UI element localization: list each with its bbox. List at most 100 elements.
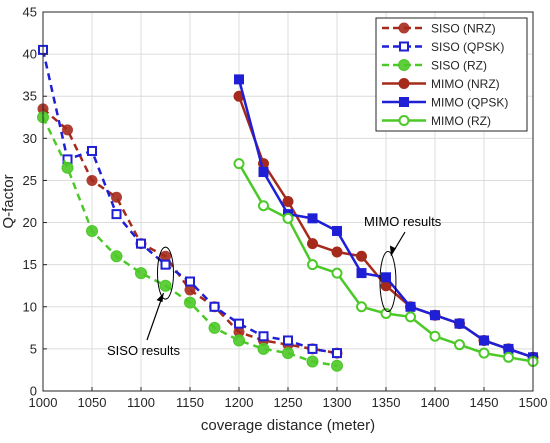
data-point (307, 343, 318, 354)
legend-label: SISO (NRZ) (431, 22, 496, 36)
siso-arrowhead (156, 293, 164, 303)
data-point (356, 268, 367, 279)
x-tick-label: 1150 (176, 395, 204, 410)
x-tick-label: 1050 (78, 395, 107, 410)
x-tick-label: 1250 (274, 395, 303, 410)
legend-label: SISO (QPSK) (431, 40, 504, 54)
series-2 (37, 111, 343, 372)
data-point (331, 359, 343, 372)
legend-label: MIMO (NRZ) (431, 77, 500, 91)
data-point (307, 259, 318, 271)
legend: SISO (NRZ) SISO (QPSK) SISO (RZ) MIMO (NRZ)… (375, 17, 528, 132)
data-point (503, 343, 514, 354)
data-point (429, 330, 441, 342)
mimo-annotation: MIMO results (364, 214, 442, 229)
data-point (331, 267, 343, 279)
data-point (110, 250, 123, 263)
data-point (184, 284, 196, 296)
data-point (479, 335, 489, 346)
data-point (62, 124, 73, 136)
legend-marker (398, 78, 410, 89)
data-point (208, 321, 221, 334)
y-axis-label: Q-factor (0, 174, 17, 228)
data-point (283, 335, 293, 346)
y-tick-label: 40 (23, 47, 37, 62)
x-tick-label: 1000 (29, 395, 58, 410)
series-4 (234, 74, 538, 363)
mimo-ellipse (379, 251, 397, 313)
data-point (405, 301, 416, 312)
series-1 (38, 44, 342, 359)
data-point (160, 250, 171, 262)
series-layer (37, 44, 539, 372)
data-point (478, 347, 490, 359)
data-point (503, 351, 514, 363)
data-point (209, 301, 220, 312)
data-point (307, 238, 318, 250)
data-point (258, 167, 269, 178)
annotations: SISO results MIMO results (107, 214, 442, 358)
data-point (282, 347, 294, 360)
x-tick-label: 1400 (421, 395, 450, 410)
y-tick-label: 5 (30, 341, 37, 356)
data-point (258, 331, 269, 342)
data-point (185, 276, 195, 287)
legend-marker (399, 41, 409, 52)
legend-item: MIMO (QPSK) (382, 96, 508, 110)
legend-item: SISO (RZ) (382, 59, 487, 73)
legend-item: SISO (NRZ) (382, 22, 496, 36)
y-tick-label: 25 (23, 173, 37, 188)
data-point (160, 259, 171, 270)
x-axis-label: coverage distance (meter) (201, 417, 375, 434)
data-point (306, 355, 319, 368)
data-point (87, 145, 97, 156)
y-tick-label: 35 (23, 89, 37, 104)
data-point (282, 196, 294, 207)
data-point (86, 174, 98, 186)
legend-item: MIMO (RZ) (382, 114, 491, 128)
y-tick-label: 30 (23, 131, 37, 146)
data-point (86, 224, 98, 237)
data-point (307, 213, 318, 224)
data-point (234, 318, 244, 329)
data-point (233, 334, 245, 347)
data-point (61, 161, 74, 174)
data-point (234, 74, 244, 85)
legend-label: SISO (RZ) (431, 59, 487, 73)
x-tick-label: 1200 (225, 395, 254, 410)
legend-marker (398, 115, 410, 126)
data-point (233, 326, 245, 338)
axis-ticks: 1000 1050 1100 1150 1200 1250 1300 1350 1400 1450… (23, 5, 548, 411)
data-point (332, 348, 342, 359)
data-point (257, 342, 270, 355)
y-tick-label: 0 (30, 384, 37, 399)
x-tick-label: 1500 (519, 395, 548, 410)
data-point (332, 225, 342, 236)
legend-label: MIMO (RZ) (431, 114, 491, 128)
y-tick-label: 20 (23, 215, 37, 230)
x-tick-label: 1100 (127, 395, 155, 410)
data-point (356, 250, 367, 262)
x-tick-label: 1350 (372, 395, 401, 410)
series-5 (233, 158, 539, 368)
legend-marker (398, 59, 410, 71)
siso-ellipse (157, 246, 174, 300)
data-point (111, 209, 122, 220)
data-point (331, 246, 343, 258)
data-point (258, 200, 269, 212)
data-point (136, 238, 146, 249)
legend-label: MIMO (QPSK) (431, 96, 508, 110)
x-tick-label: 1450 (470, 395, 499, 410)
data-point (282, 212, 294, 224)
data-point (184, 296, 196, 309)
data-point (454, 318, 465, 329)
legend-marker (398, 22, 410, 34)
data-point (159, 279, 172, 292)
legend-box (375, 17, 528, 132)
x-tick-label: 1300 (323, 395, 352, 410)
data-point (233, 158, 245, 170)
mimo-arrowhead (389, 245, 396, 256)
y-tick-label: 45 (23, 5, 37, 20)
siso-annotation: SISO results (107, 343, 180, 358)
